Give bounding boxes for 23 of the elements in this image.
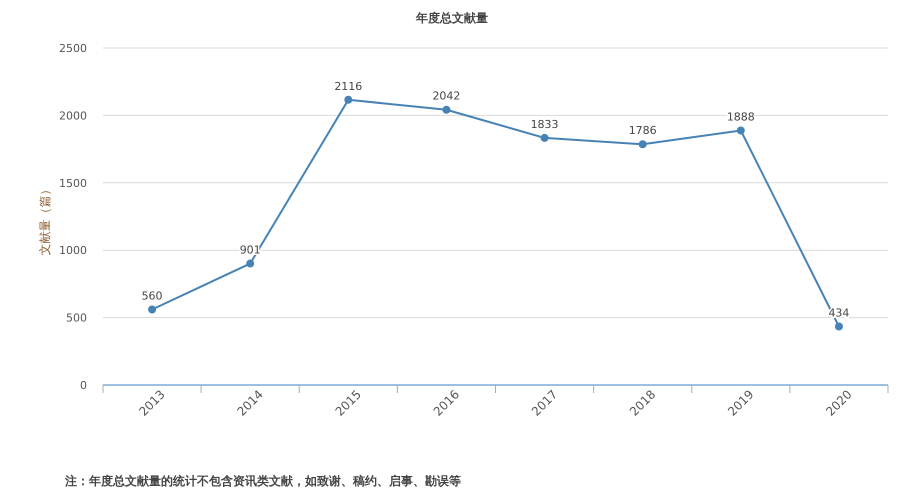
data-label: 1786: [628, 124, 657, 138]
data-label: 560: [142, 290, 163, 303]
point: [834, 322, 843, 330]
text: 注：年度总文献量的统计不包含资讯类文献，如致谢、稿约、启事、勘误等: [64, 474, 461, 488]
data-label: 2042: [432, 90, 460, 103]
point: [246, 260, 254, 268]
y-tick-label: 2500: [59, 42, 87, 55]
y-tick-label: 0: [80, 379, 87, 392]
point: [442, 106, 450, 114]
y-tick-label: 1500: [59, 176, 87, 190]
data-label: 1833: [530, 118, 559, 131]
point: [540, 134, 549, 142]
y-tick-label: 500: [66, 312, 87, 325]
y-tick-label: 2000: [59, 109, 87, 122]
point: [736, 126, 745, 134]
y-tick-label: 1000: [59, 244, 87, 258]
y-axis-title: 文献量（篇）: [38, 184, 52, 256]
data-label: 1888: [726, 110, 755, 124]
data-label: 2116: [334, 80, 362, 93]
point: [344, 96, 352, 104]
point: [638, 140, 647, 148]
chart-title: 年度总文献量: [415, 11, 488, 25]
point: [148, 306, 156, 314]
